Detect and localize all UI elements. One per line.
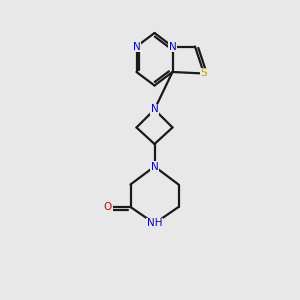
Text: N: N — [133, 41, 140, 52]
Text: O: O — [104, 202, 112, 212]
Text: N: N — [169, 41, 176, 52]
Text: N: N — [151, 161, 158, 172]
Text: NH: NH — [147, 218, 162, 229]
Text: N: N — [151, 104, 158, 115]
Text: S: S — [201, 68, 207, 79]
